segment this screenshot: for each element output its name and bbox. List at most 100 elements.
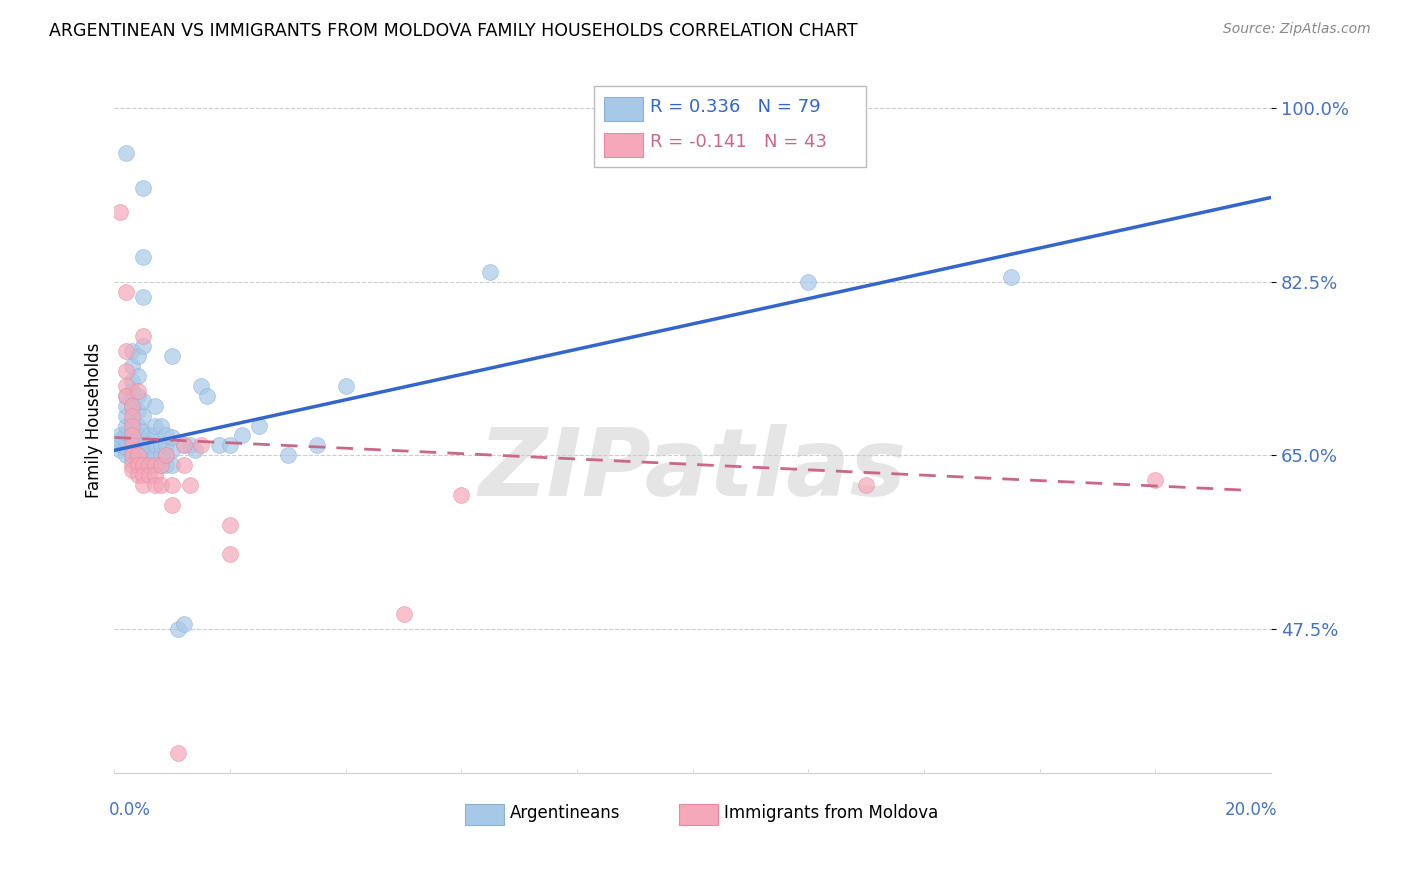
Point (127, 403, 149, 417)
Point (127, 468, 149, 483)
Point (121, 409, 143, 423)
Point (219, 438, 242, 452)
Point (143, 468, 166, 483)
Point (219, 548, 242, 562)
Text: Immigrants from Moldova: Immigrants from Moldova (724, 805, 938, 822)
Point (121, 399, 143, 413)
Text: ZIPatlas: ZIPatlas (478, 424, 907, 516)
Point (132, 478, 155, 492)
Point (167, 746, 190, 760)
Point (132, 180, 155, 194)
Point (127, 349, 149, 363)
Point (132, 290, 155, 304)
Point (115, 364, 138, 378)
Point (127, 368, 149, 383)
Point (115, 434, 138, 448)
Point (162, 443, 184, 458)
Point (115, 426, 138, 441)
Point (115, 409, 138, 423)
Point (138, 438, 160, 452)
Point (108, 443, 131, 458)
Point (127, 448, 149, 462)
Point (173, 438, 195, 452)
Text: 0.0%: 0.0% (108, 801, 150, 819)
Point (115, 389, 138, 403)
Point (121, 374, 143, 388)
FancyBboxPatch shape (465, 805, 505, 825)
Point (132, 250, 155, 264)
Point (143, 428, 166, 442)
Point (121, 458, 143, 473)
Point (149, 458, 172, 473)
Text: R = -0.141   N = 43: R = -0.141 N = 43 (650, 134, 827, 152)
Point (115, 379, 138, 393)
Point (173, 458, 195, 473)
Point (138, 468, 160, 483)
Point (132, 468, 155, 483)
Point (162, 430, 184, 444)
Text: ARGENTINEAN VS IMMIGRANTS FROM MOLDOVA FAMILY HOUSEHOLDS CORRELATION CHART: ARGENTINEAN VS IMMIGRANTS FROM MOLDOVA F… (49, 22, 858, 40)
Point (132, 339, 155, 353)
Point (305, 438, 328, 452)
Point (184, 443, 207, 458)
Point (127, 428, 149, 442)
Point (121, 463, 143, 477)
Point (121, 443, 143, 458)
Point (127, 448, 149, 462)
Point (392, 607, 415, 621)
Point (143, 418, 166, 433)
Point (138, 458, 160, 473)
Point (277, 448, 299, 462)
Point (855, 478, 877, 492)
Point (143, 448, 166, 462)
Point (115, 448, 138, 462)
Point (797, 275, 820, 289)
Point (195, 389, 218, 403)
Point (219, 517, 242, 532)
Point (121, 384, 143, 398)
Point (115, 285, 138, 299)
Point (143, 458, 166, 473)
Point (108, 205, 131, 219)
Point (138, 448, 160, 462)
Point (132, 443, 155, 458)
Point (155, 438, 177, 452)
Point (1144, 473, 1167, 487)
Point (138, 458, 160, 473)
Point (121, 448, 143, 462)
Point (149, 448, 172, 462)
Point (190, 438, 212, 452)
Y-axis label: Family Households: Family Households (86, 343, 103, 499)
Point (115, 418, 138, 433)
Point (162, 498, 184, 512)
Text: R = 0.336   N = 79: R = 0.336 N = 79 (650, 98, 821, 116)
Point (132, 434, 155, 448)
Point (127, 389, 149, 403)
Point (127, 438, 149, 452)
Text: Source: ZipAtlas.com: Source: ZipAtlas.com (1223, 22, 1371, 37)
Point (132, 424, 155, 438)
Point (127, 458, 149, 473)
Point (207, 438, 229, 452)
Point (162, 458, 184, 473)
Point (121, 359, 143, 373)
Text: Argentineans: Argentineans (510, 805, 620, 822)
Point (155, 448, 177, 462)
Point (127, 418, 149, 433)
FancyBboxPatch shape (595, 87, 866, 167)
Point (247, 418, 270, 433)
Point (138, 428, 160, 442)
Point (121, 428, 143, 442)
Point (132, 329, 155, 343)
Point (155, 458, 177, 473)
Point (132, 409, 155, 423)
Point (108, 428, 131, 442)
Point (132, 393, 155, 408)
Point (173, 616, 195, 631)
Point (121, 418, 143, 433)
Point (190, 379, 212, 393)
Point (1000, 269, 1022, 284)
Point (179, 438, 201, 452)
FancyBboxPatch shape (679, 805, 718, 825)
Point (231, 428, 253, 442)
